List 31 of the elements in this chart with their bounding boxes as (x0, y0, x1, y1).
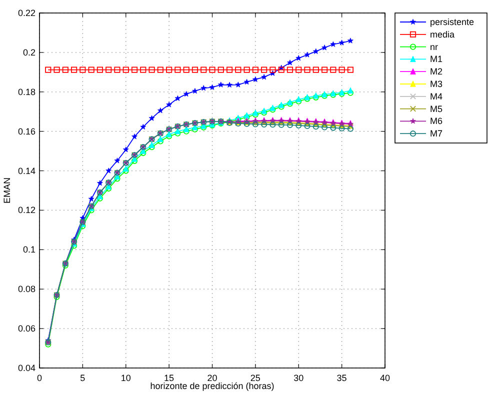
y-tick-label: 0.08 (18, 284, 36, 294)
legend-label: M5 (430, 104, 443, 114)
y-tick-label: 0.12 (18, 205, 36, 216)
x-tick-label: 35 (336, 373, 347, 383)
x-tick-label: 5 (80, 373, 86, 383)
legend-label: M1 (430, 54, 443, 64)
y-tick-label: 0.1 (22, 244, 36, 255)
y-tick-label: 0.16 (18, 126, 36, 136)
x-axis-title: horizonte de predicción (horas) (150, 381, 274, 391)
y-tick-label: 0.2 (22, 47, 36, 58)
x-tick-label: 20 (207, 373, 218, 383)
legend-label: persistente (430, 17, 474, 27)
y-tick-label: 0.14 (18, 166, 36, 176)
x-tick-label: 30 (294, 373, 304, 383)
legend-label: M3 (430, 79, 443, 89)
legend-label: M4 (430, 91, 443, 102)
y-tick-label: 0.06 (18, 324, 36, 334)
legend-label: media (430, 29, 455, 40)
legend-label: M6 (430, 116, 443, 126)
y-tick-label: 0.22 (18, 8, 36, 18)
legend-label: M2 (430, 66, 443, 77)
x-tick-label: 0 (36, 373, 42, 383)
legend-label: M7 (430, 128, 443, 139)
x-tick-label: 40 (380, 373, 390, 383)
y-tick-label: 0.18 (18, 86, 36, 97)
y-tick-label: 0.04 (18, 363, 36, 373)
x-tick-label: 25 (250, 373, 260, 383)
legend-label: nr (430, 42, 438, 52)
x-tick-label: 10 (120, 373, 131, 383)
y-axis-title: EMAN (2, 177, 12, 204)
x-tick-label: 15 (164, 373, 174, 383)
